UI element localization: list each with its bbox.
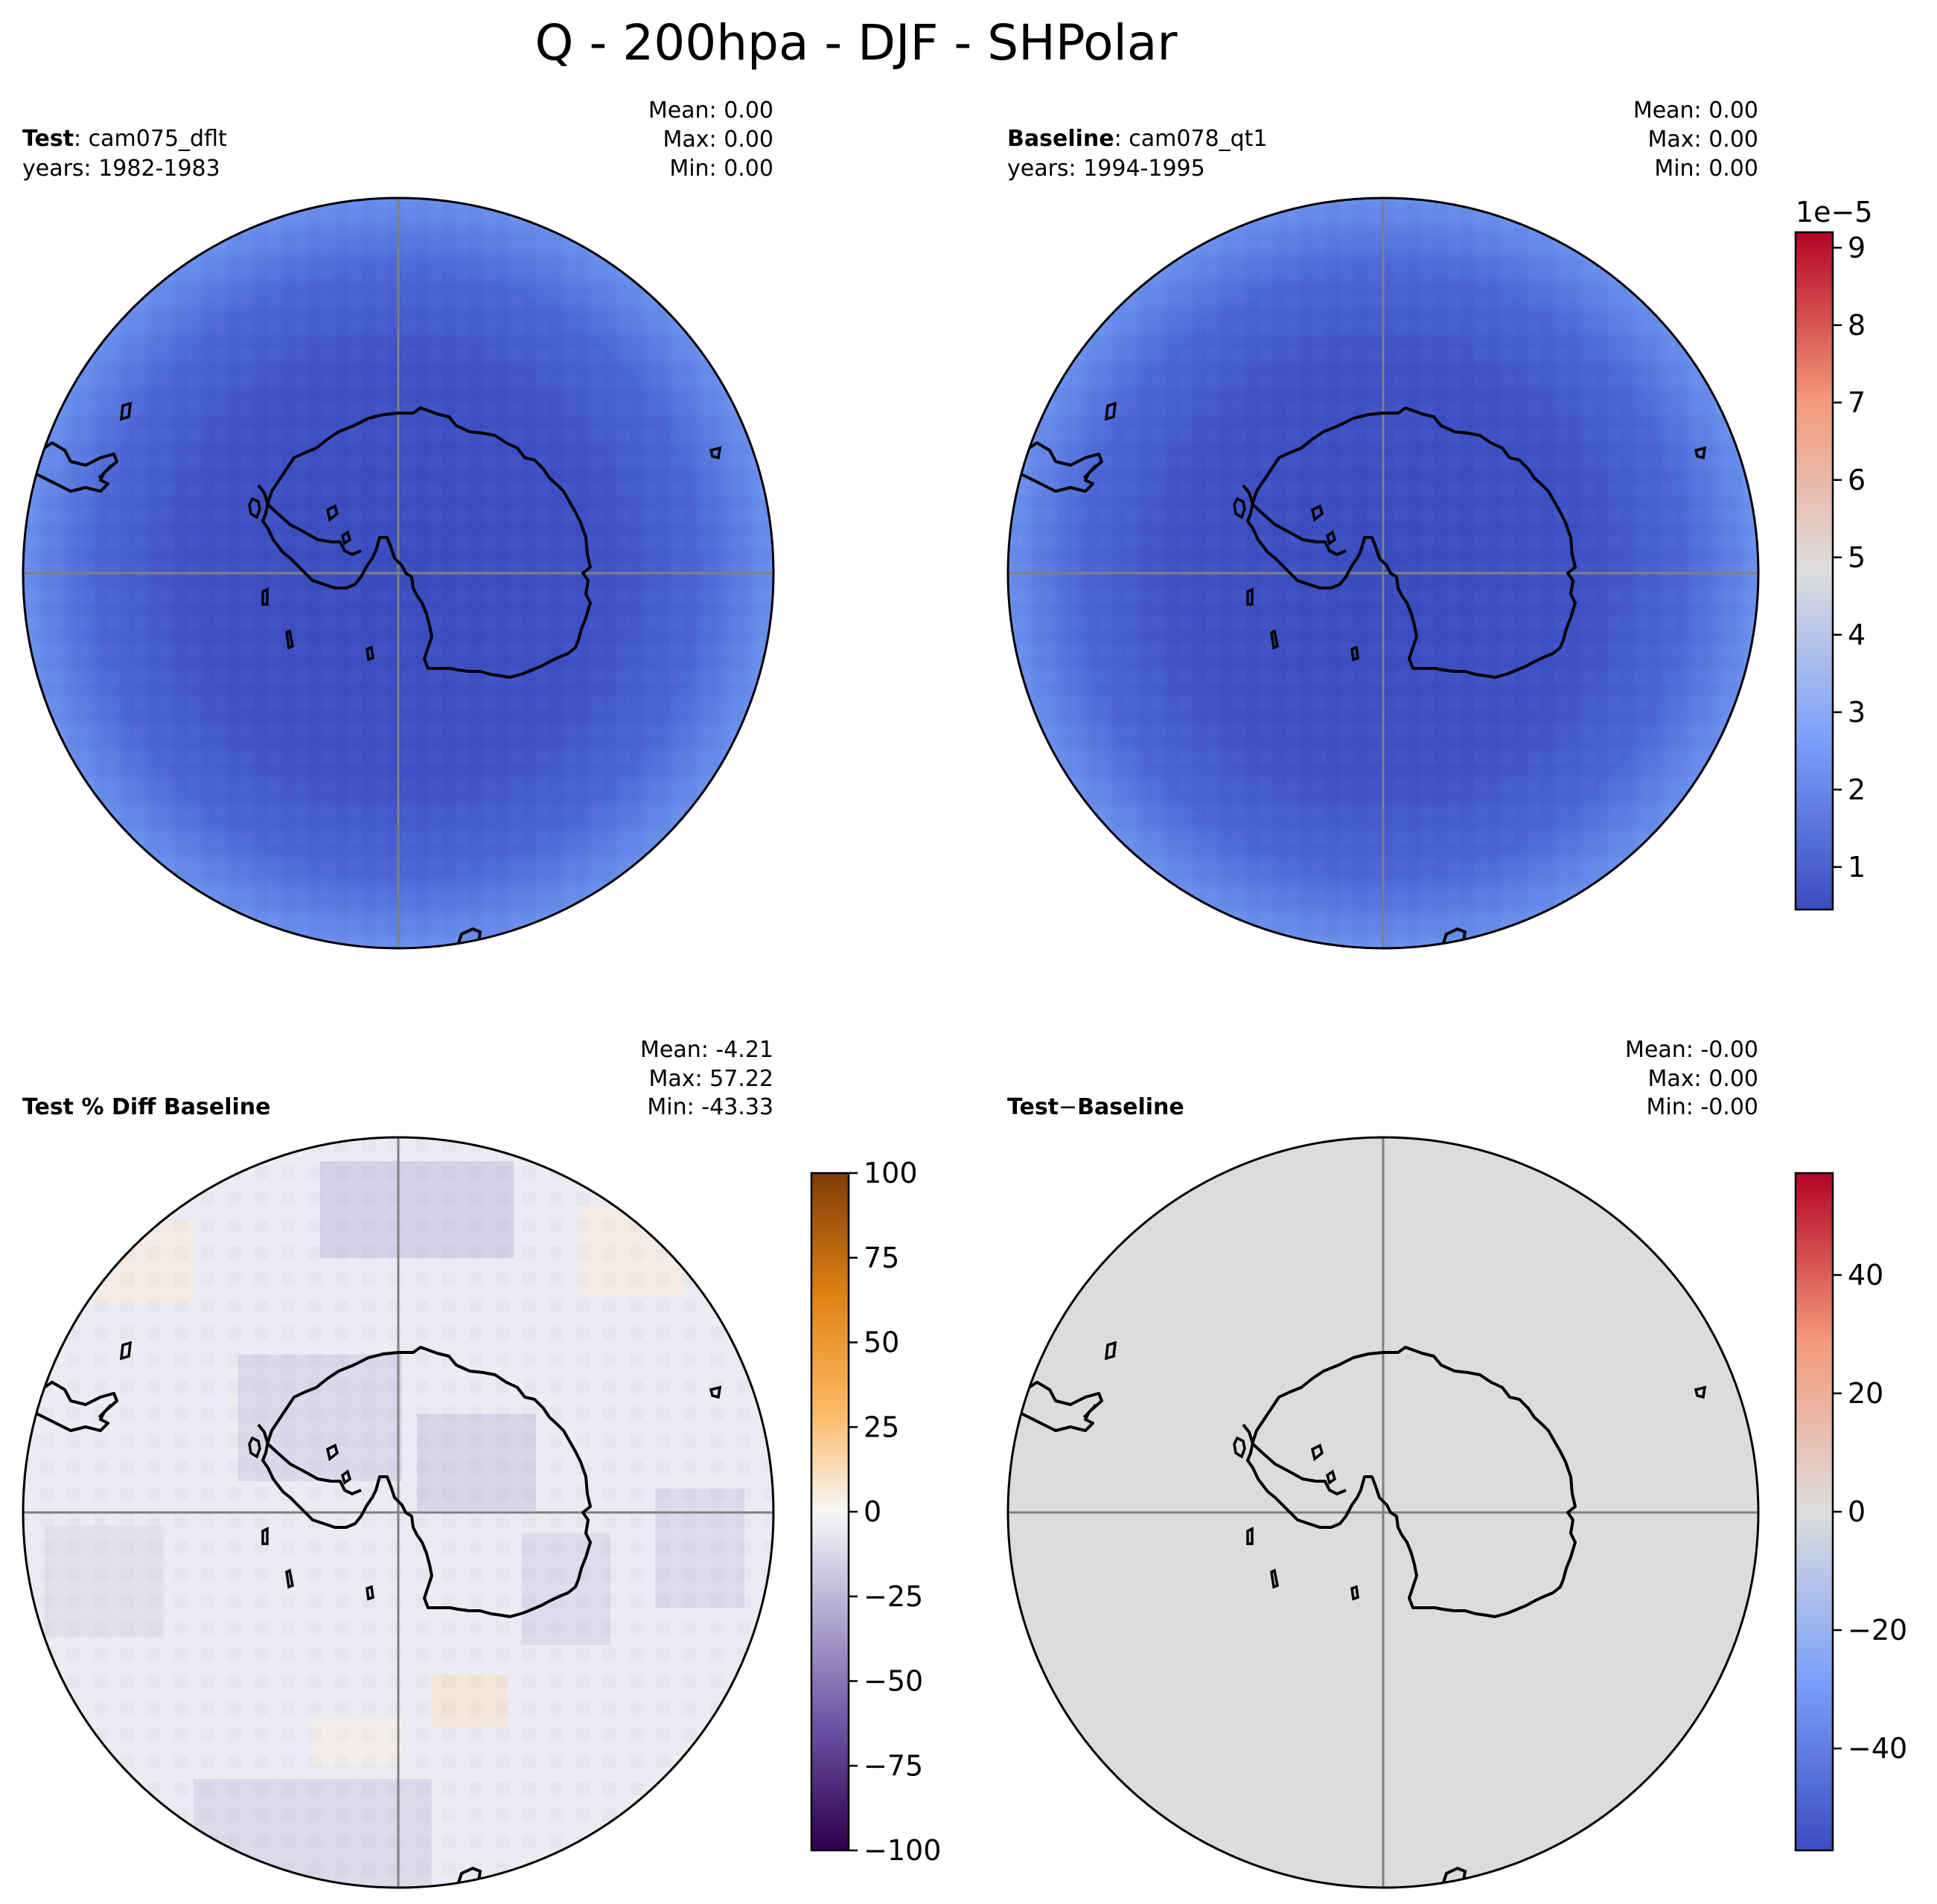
colorbar-tick-label: 4 — [1848, 619, 1866, 651]
colorbar-tick-label: −20 — [1848, 1614, 1907, 1646]
panel-label-bold: Test % Diff Baseline — [22, 1094, 271, 1120]
stat-mean: Mean: 0.00 — [648, 98, 773, 124]
panel-label-rest: : cam075_dflt — [74, 126, 227, 152]
colorbar-fill — [1794, 231, 1834, 911]
stat-min: Min: -0.00 — [1647, 1094, 1759, 1120]
colorbar-tick-label: 100 — [864, 1157, 918, 1189]
colorbar-tick-label: −75 — [864, 1749, 923, 1782]
panel-label: Test−Baseline — [1007, 1094, 1184, 1120]
colorbar-fill — [810, 1172, 850, 1852]
map-boundary — [22, 1136, 775, 1889]
stat-max: Max: 0.00 — [663, 127, 773, 153]
colorbar-tick-label: 7 — [1848, 386, 1866, 419]
panel-label-bold2: Baseline — [1077, 1094, 1184, 1120]
panel-label: Baseline: cam078_qt1 — [1007, 126, 1268, 152]
panel-label: Test: cam075_dflt — [22, 126, 227, 152]
panel-label-sep: − — [1059, 1094, 1077, 1120]
colorbar-tick-label: 0 — [864, 1495, 881, 1528]
panel-years: years: 1994-1995 — [1007, 156, 1205, 182]
stat-min: Min: 0.00 — [669, 156, 773, 182]
colorbar-ticks: 40 20 0 −20 −40 — [1833, 1259, 1907, 1765]
colorbar-tick-label: −50 — [864, 1665, 923, 1698]
colorbar-tick-label: 3 — [1848, 696, 1866, 729]
panel-test: Test: cam075_dflt years: 1982-1983 Mean:… — [22, 98, 775, 950]
panel-label-bold: Baseline — [1007, 126, 1114, 152]
map-boundary — [1006, 1136, 1760, 1889]
colorbar-ticks: 1 2 3 4 5 6 7 8 9 — [1833, 231, 1866, 884]
stat-max: Max: 57.22 — [648, 1066, 773, 1092]
colorbar-tick-label: 75 — [864, 1242, 899, 1274]
map-boundary — [22, 197, 775, 950]
colorbar-tick-label: 25 — [864, 1411, 899, 1443]
panel-years: years: 1982-1983 — [22, 156, 220, 182]
stat-max: Max: 0.00 — [1648, 1066, 1758, 1092]
panel-label-bold: Test — [1007, 1094, 1059, 1120]
panel-pct-diff: Test % Diff Baseline Mean: -4.21 Max: 57… — [22, 1037, 775, 1889]
colorbar-fill — [1794, 1172, 1834, 1852]
colorbar-tick-label: 5 — [1848, 541, 1866, 574]
colorbar-tick-label: 2 — [1848, 773, 1866, 806]
panel-baseline: Baseline: cam078_qt1 years: 1994-1995 Me… — [1006, 98, 1760, 950]
colorbar-offset-label: 1e−5 — [1796, 196, 1873, 229]
colorbar-ticks: 100 75 50 25 0 −25 −50 −75 −100 — [849, 1157, 941, 1867]
panel-label-rest: : cam078_qt1 — [1114, 126, 1268, 152]
colorbar-tick-label: 9 — [1848, 231, 1866, 264]
figure-title: Q - 200hpa - DJF - SHPolar — [535, 14, 1178, 71]
stat-min: Min: 0.00 — [1654, 156, 1758, 182]
stat-mean: Mean: -4.21 — [640, 1037, 773, 1063]
colorbar-tick-label: 1 — [1848, 851, 1866, 884]
stat-max: Max: 0.00 — [1648, 127, 1758, 153]
stat-mean: Mean: 0.00 — [1633, 98, 1758, 124]
map-boundary — [1006, 197, 1760, 950]
colorbar-pct: 100 75 50 25 0 −25 −50 −75 −100 — [810, 1157, 941, 1867]
colorbar-tick-label: 8 — [1848, 309, 1866, 342]
colorbar-abs: 1e−5 1 2 3 4 5 6 7 8 9 — [1794, 196, 1873, 911]
colorbar-tick-label: −40 — [1848, 1732, 1907, 1765]
colorbar-tick-label: 0 — [1848, 1495, 1866, 1528]
colorbar-tick-label: 20 — [1848, 1377, 1883, 1410]
panel-label: Test % Diff Baseline — [22, 1094, 271, 1120]
colorbar-tick-label: −25 — [864, 1580, 923, 1613]
panel-label-bold: Test — [22, 126, 74, 152]
stat-min: Min: -43.33 — [647, 1094, 773, 1120]
stat-mean: Mean: -0.00 — [1625, 1037, 1758, 1063]
colorbar-diff: 40 20 0 −20 −40 — [1794, 1172, 1907, 1852]
colorbar-tick-label: −100 — [864, 1834, 941, 1867]
colorbar-tick-label: 50 — [864, 1326, 899, 1359]
colorbar-tick-label: 40 — [1848, 1259, 1883, 1291]
colorbar-tick-label: 6 — [1848, 464, 1866, 496]
panel-diff: Test−Baseline Mean: -0.00 Max: 0.00 Min:… — [1006, 1037, 1760, 1889]
